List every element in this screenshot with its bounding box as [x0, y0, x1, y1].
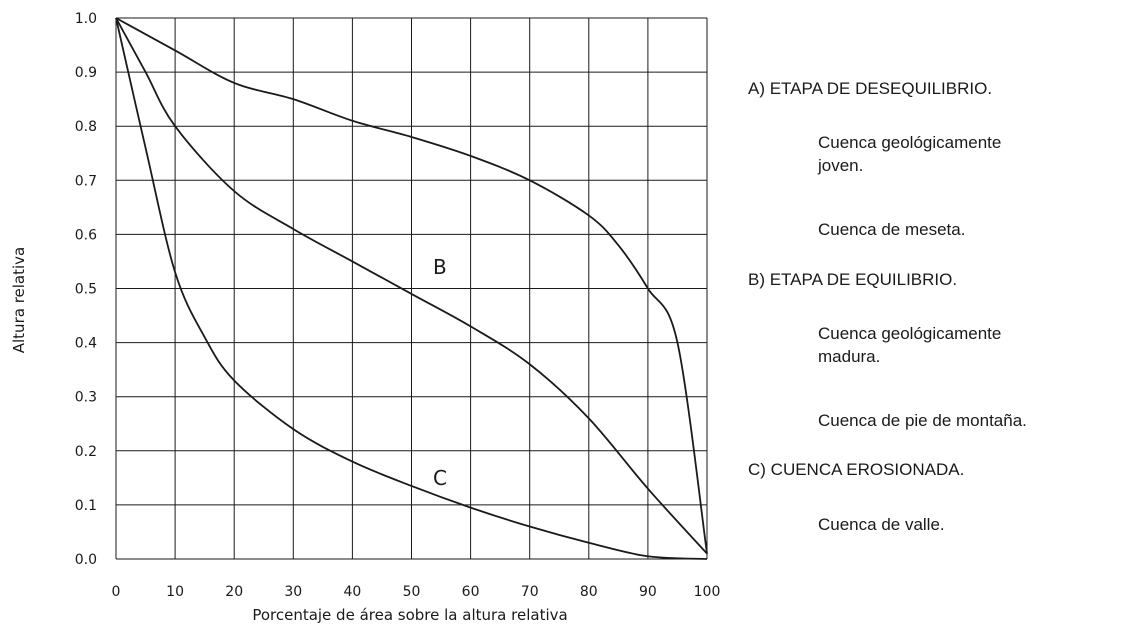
y-tick-label: 0.7: [75, 173, 97, 189]
x-tick-label: 0: [112, 584, 121, 600]
x-tick-label: 40: [343, 584, 361, 600]
curve-label-c: C: [433, 466, 447, 490]
x-tick-label: 10: [166, 584, 184, 600]
x-axis-label: Porcentaje de área sobre la altura relat…: [252, 606, 567, 624]
curve-label-b: B: [433, 255, 447, 279]
y-tick-label: 0.1: [75, 498, 97, 514]
chart-grid: [115, 17, 708, 560]
curve-c: [115, 17, 708, 560]
x-tick-label: 90: [639, 584, 657, 600]
hypsometric-chart: 0 10 20 30 40 50 60 70 80 90 100 0.00.10.20.30.40.…: [10, 11, 721, 624]
chart-curves: [115, 17, 708, 560]
y-tick-label: 0.0: [75, 552, 97, 568]
x-tick-label: 70: [521, 584, 539, 600]
y-tick-label: 0.2: [75, 444, 97, 460]
y-tick-label: 0.5: [75, 282, 97, 298]
legend-stage-a-desc-2: Cuenca de meseta.: [818, 220, 966, 239]
legend-stage-b-desc-2: Cuenca de pie de montaña.: [818, 411, 1027, 430]
legend-stage-b-desc-1: Cuenca geológicamente madura.: [818, 324, 1002, 366]
legend-stage-c: C) CUENCA EROSIONADA.: [748, 460, 965, 479]
y-tick-label: 0.4: [75, 336, 97, 352]
legend-stage-a-desc-1: Cuenca geológicamente joven.: [818, 133, 1002, 175]
x-tick-label: 100: [694, 584, 721, 600]
y-axis-label: Altura relativa: [10, 247, 28, 354]
y-tick-label: 0.6: [75, 227, 97, 243]
curve-annotations: BC: [433, 255, 447, 490]
x-tick-label: 50: [403, 584, 421, 600]
x-tick-label: 60: [462, 584, 480, 600]
y-tick-label: 0.3: [75, 390, 97, 406]
y-tick-labels: 0.0 0.1 0.2 0.3 0.4 0.5 0.6 0.7 0.8 0.9 1.0: [75, 11, 97, 568]
legend-stage-a: A) ETAPA DE DESEQUILIBRIO.: [748, 79, 993, 98]
x-tick-label: 20: [225, 584, 243, 600]
curve-a: [115, 17, 708, 554]
x-tick-labels: 0 10 20 30 40 50 60 70 80 90 100: [112, 584, 721, 600]
y-tick-label: 0.9: [75, 65, 97, 81]
x-tick-label: 80: [580, 584, 598, 600]
y-tick-label: 0.8: [75, 119, 97, 135]
curve-b: [115, 17, 708, 555]
x-tick-label: 30: [284, 584, 302, 600]
legend-stage-c-desc-1: Cuenca de valle.: [818, 515, 945, 534]
legend-stage-b: B) ETAPA DE EQUILIBRIO.: [748, 270, 958, 289]
y-tick-label: 1.0: [75, 11, 97, 27]
